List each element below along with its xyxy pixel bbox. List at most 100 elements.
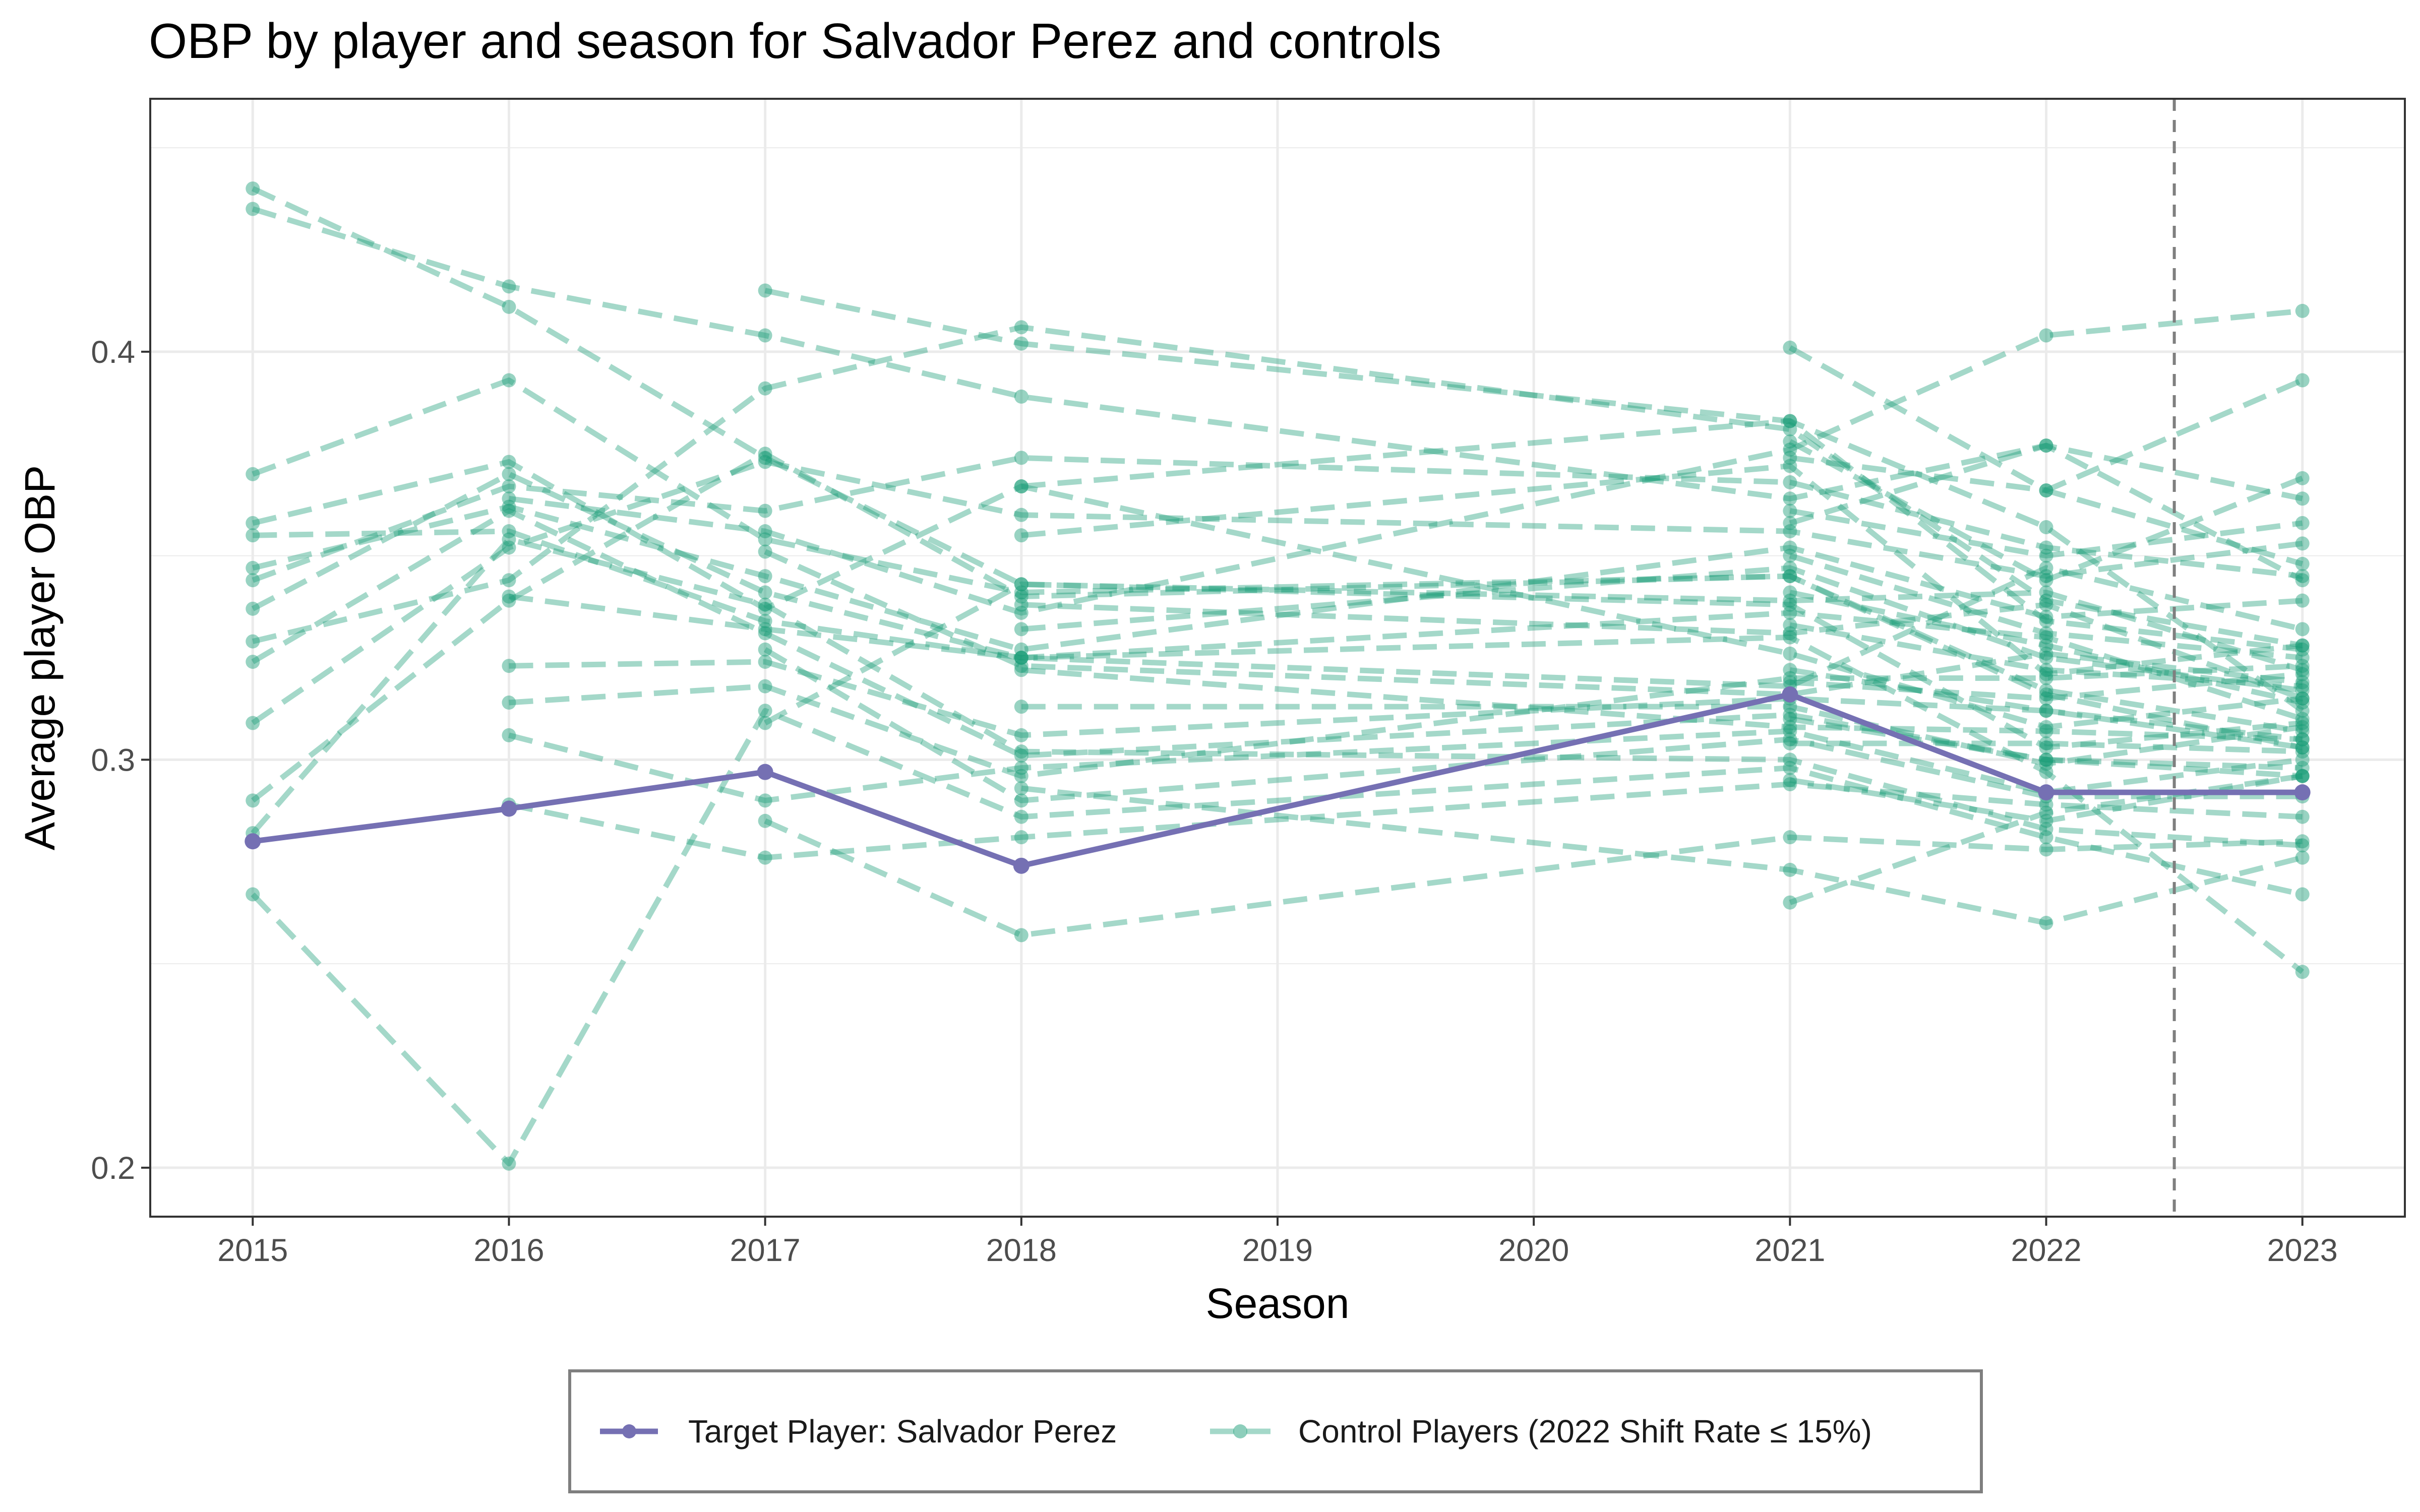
- control-point: [2039, 687, 2053, 702]
- control-player-line: [251, 708, 2303, 1167]
- control-point: [1783, 700, 1797, 714]
- control-player-line: [764, 549, 2303, 698]
- control-point: [1014, 651, 1028, 665]
- control-point: [502, 540, 516, 555]
- legend-box: [568, 1369, 1983, 1493]
- control-player-line: [252, 206, 2304, 583]
- control-point: [1783, 597, 1797, 612]
- control-point: [2039, 752, 2053, 767]
- control-point: [1014, 508, 1028, 522]
- control-player-line: [252, 459, 2303, 730]
- control-point: [2295, 556, 2310, 571]
- control-point: [502, 373, 516, 388]
- control-point: [1014, 479, 1028, 494]
- control-point: [502, 524, 516, 539]
- legend-key-target-point: [622, 1424, 636, 1438]
- control-point: [2039, 720, 2053, 734]
- control-point: [1783, 761, 1797, 775]
- control-player-line: [251, 459, 2303, 726]
- control-point: [246, 467, 260, 481]
- control-point: [1014, 451, 1028, 465]
- control-point: [2295, 740, 2310, 755]
- control-point: [502, 499, 516, 514]
- control-point: [1014, 830, 1028, 845]
- control-point: [1014, 700, 1028, 714]
- control-point: [1014, 793, 1028, 808]
- control-series: [246, 181, 2310, 1171]
- control-point: [1014, 728, 1028, 742]
- control-point: [1014, 389, 1028, 404]
- legend-label-target: Target Player: Salvador Perez: [688, 1413, 1117, 1450]
- control-point: [1014, 528, 1028, 543]
- control-point: [2039, 671, 2053, 685]
- control-point: [1783, 752, 1797, 767]
- control-player-line: [252, 377, 2303, 734]
- control-player-line: [764, 288, 2303, 653]
- x-tick-label: 2018: [986, 1233, 1057, 1268]
- control-point: [2295, 642, 2310, 657]
- control-point: [2295, 696, 2310, 710]
- control-point: [758, 626, 772, 641]
- control-point: [502, 696, 516, 710]
- control-point: [2295, 573, 2310, 588]
- control-point: [1783, 459, 1797, 473]
- legend-key-control-point: [1233, 1424, 1247, 1438]
- control-point: [1014, 642, 1028, 657]
- control-point: [2039, 842, 2053, 857]
- target-series: [245, 686, 2311, 874]
- x-tick-label: 2017: [730, 1233, 801, 1268]
- x-tick-label: 2022: [2011, 1233, 2081, 1268]
- control-player-line: [251, 536, 2303, 848]
- control-point: [2295, 675, 2310, 689]
- control-player-line: [251, 471, 2304, 722]
- control-point: [2039, 765, 2053, 779]
- control-point: [2039, 585, 2053, 600]
- control-point: [2039, 573, 2053, 588]
- control-point: [1014, 651, 1028, 665]
- control-point: [2039, 328, 2053, 343]
- grid: [150, 99, 2405, 1217]
- control-player-line: [1789, 773, 2303, 824]
- control-point: [502, 573, 516, 588]
- control-player-line: [253, 528, 2303, 689]
- x-tick-label: 2021: [1754, 1233, 1825, 1268]
- control-point: [2295, 740, 2310, 755]
- control-point: [246, 573, 260, 588]
- control-player-line: [252, 324, 2303, 649]
- control-point: [1014, 336, 1028, 351]
- control-point: [1783, 663, 1797, 677]
- control-player-line: [763, 647, 2303, 803]
- control-point: [2039, 593, 2053, 608]
- control-point: [1783, 569, 1797, 584]
- control-point: [2295, 303, 2310, 318]
- control-point: [2295, 724, 2310, 738]
- control-point: [2039, 483, 2053, 498]
- control-point: [246, 793, 260, 808]
- control-point: [2295, 663, 2310, 677]
- control-point: [502, 593, 516, 608]
- control-point: [1783, 630, 1797, 645]
- control-point: [1783, 560, 1797, 575]
- control-point: [2295, 516, 2310, 530]
- control-point: [1783, 516, 1797, 530]
- control-point: [2039, 646, 2053, 661]
- control-point: [2295, 471, 2310, 485]
- control-point: [1783, 605, 1797, 620]
- control-point: [2039, 736, 2053, 750]
- control-point: [1014, 597, 1028, 612]
- control-point: [758, 447, 772, 461]
- control-point: [1783, 732, 1797, 746]
- control-point: [2039, 630, 2053, 645]
- control-player-line: [251, 451, 2303, 803]
- control-point: [246, 516, 260, 530]
- control-point: [2039, 483, 2053, 498]
- x-tick-label: 2023: [2267, 1233, 2338, 1268]
- control-point: [758, 381, 772, 396]
- control-point: [1783, 491, 1797, 506]
- control-point: [2039, 569, 2053, 584]
- control-point: [1783, 720, 1797, 734]
- control-point: [2295, 638, 2310, 653]
- control-point: [1783, 895, 1797, 910]
- control-point: [2295, 732, 2310, 746]
